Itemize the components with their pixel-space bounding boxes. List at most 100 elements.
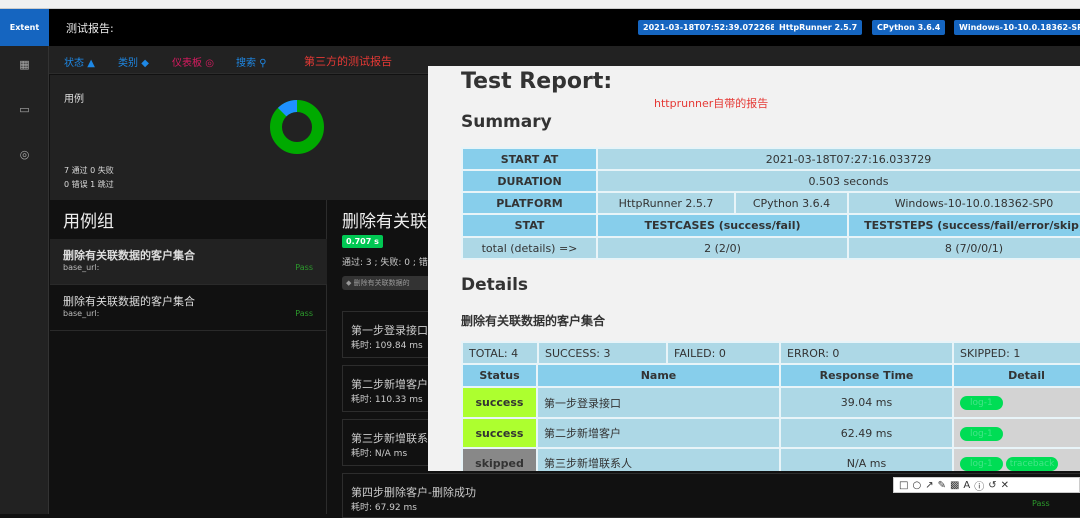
name-cell: 第一步登录接口 <box>536 386 781 419</box>
nav-dashboard[interactable]: 仪表板 ◎ <box>172 54 214 69</box>
testgroup-url: base_url: <box>63 309 100 318</box>
browser-address-bar[interactable] <box>0 0 1080 9</box>
mosaic-icon[interactable]: ▩ <box>949 479 960 491</box>
log-button[interactable]: log-1 <box>960 426 1003 441</box>
warning-icon: ▲ <box>87 58 95 69</box>
platform-httprunner: HttpRunner 2.5.7 <box>596 191 736 215</box>
card-title: 用例 <box>64 94 84 105</box>
platform-python: CPython 3.6.4 <box>734 191 849 215</box>
total-count: TOTAL: 4 <box>461 341 539 365</box>
gauge-icon: ◎ <box>205 58 214 69</box>
testgroup-title: 用例组 <box>63 212 114 232</box>
case-heading: 删除有关联数据的客户集合 <box>461 314 606 328</box>
testgroup-item[interactable]: 删除有关联数据的客户集合 base_url: Pass <box>50 285 327 331</box>
close-icon[interactable]: ✕ <box>1000 479 1010 491</box>
text-icon[interactable]: A <box>963 479 971 491</box>
testgroup-name: 删除有关联数据的客户集合 <box>63 295 195 308</box>
table-row: skipped 第三步新增联系人 N/A ms log-1 traceback <box>461 447 1080 471</box>
nav-category-label: 类别 <box>118 58 138 69</box>
timestamp-badge: 2021-03-18T07:52:39.072268 <box>638 20 781 35</box>
testgroup-name: 删除有关联数据的客户集合 <box>63 249 195 262</box>
name-cell: 第三步新增联系人 <box>536 447 781 471</box>
step-name: 第一步登录接口 <box>351 324 428 337</box>
number-icon[interactable]: ⓘ <box>974 481 985 493</box>
failed-count: FAILED: 0 <box>666 341 781 365</box>
step-item[interactable]: 第二步新增客户 耗时: 110.33 ms <box>342 365 442 412</box>
nav-status[interactable]: 状态 ▲ <box>64 54 95 69</box>
nav-search[interactable]: 搜索 ⚲ <box>236 54 267 69</box>
steps-table: Status Name Response Time Detail success 第一步… <box>461 363 1080 471</box>
error-count: ERROR: 0 <box>779 341 954 365</box>
python-badge: CPython 3.6.4 <box>872 20 946 35</box>
arrow-icon[interactable]: ↗ <box>925 479 934 491</box>
details-heading: Details <box>461 275 529 295</box>
tag-label: 删除有关联数据的 <box>353 279 410 287</box>
col-response-time: Response Time <box>779 363 954 388</box>
step-time: 耗时: 110.33 ms <box>351 395 423 405</box>
summary-table: START AT 2021-03-18T07:27:16.033729 DURAT… <box>461 147 1080 260</box>
step-name: 第二步新增客户 <box>351 378 428 391</box>
time-cell: 39.04 ms <box>779 386 954 419</box>
case-summary-card <box>50 75 440 200</box>
success-count: SUCCESS: 3 <box>537 341 668 365</box>
tag-chip[interactable]: ◆ 删除有关联数据的 <box>342 276 432 290</box>
step-name: 第四步删除客户-删除成功 <box>351 486 476 499</box>
annotation-third-party: 第三方的测试报告 <box>304 55 392 68</box>
name-cell: 第二步新增客户 <box>536 417 781 449</box>
dashboard-grid-icon[interactable]: ▦ <box>19 58 30 71</box>
duration-badge: 0.707 s <box>342 235 383 248</box>
stat-label: STAT <box>461 213 598 238</box>
undo-icon[interactable]: ↺ <box>988 479 997 491</box>
nav-dashboard-label: 仪表板 <box>172 58 202 69</box>
circle-icon[interactable]: ○ <box>912 479 922 491</box>
sidebar <box>0 9 49 514</box>
httprunner-report-overlay: Test Report: httprunner自带的报告 Summary STA… <box>428 66 1080 471</box>
nav-status-label: 状态 <box>64 58 84 69</box>
step-status-pass: Pass <box>1032 499 1050 508</box>
dashboard-gauge-icon[interactable]: ◎ <box>19 148 30 161</box>
start-value: 2021-03-18T07:27:16.033729 <box>596 147 1080 171</box>
httprunner-badge: HttpRunner 2.5.7 <box>774 20 863 35</box>
teststeps-value: 8 (7/0/0/1) <box>847 236 1080 260</box>
card-error-skip: 0 错误 1 跳过 <box>64 180 114 189</box>
skipped-count: SKIPPED: 1 <box>952 341 1080 365</box>
testgroup-item[interactable]: 删除有关联数据的客户集合 base_url: Pass <box>50 239 327 285</box>
donut-pass-slice <box>270 100 324 154</box>
step-item[interactable]: 第三步新增联系人 耗时: N/A ms <box>342 419 442 466</box>
rectangle-icon[interactable]: □ <box>899 479 909 491</box>
card-pass-fail: 7 通过 0 失败 <box>64 166 114 175</box>
pencil-icon[interactable]: ✎ <box>937 479 946 491</box>
testcases-label: TESTCASES (success/fail) <box>596 213 849 238</box>
table-row: success 第二步新增客户 62.49 ms log-1 <box>461 417 1080 449</box>
step-time: 耗时: 67.92 ms <box>351 503 417 513</box>
tag-icon: ◆ <box>346 279 354 287</box>
start-label: START AT <box>461 147 598 171</box>
log-button[interactable]: log-1 <box>960 396 1003 410</box>
report-heading: Test Report: <box>461 69 613 94</box>
table-row: success 第一步登录接口 39.04 ms log-1 <box>461 386 1080 419</box>
log-button[interactable]: log-1 <box>960 456 1003 471</box>
platform-os: Windows-10-10.0.18362-SP0 <box>847 191 1080 215</box>
total-label[interactable]: total (details) => <box>461 236 598 260</box>
summary-heading: Summary <box>461 112 552 132</box>
report-title: 测试报告: <box>66 22 114 35</box>
teststeps-label: TESTSTEPS (success/fail/error/skip) <box>847 213 1080 238</box>
step-time: 耗时: N/A ms <box>351 449 408 459</box>
nav-search-label: 搜索 <box>236 58 256 69</box>
nav-category[interactable]: 类别 ◆ <box>118 54 149 69</box>
status-cell: skipped <box>461 447 538 471</box>
testgroup-url: base_url: <box>63 263 100 272</box>
col-status: Status <box>461 363 538 388</box>
status-pass: Pass <box>295 263 313 272</box>
traceback-button[interactable]: traceback <box>1005 456 1059 471</box>
status-cell: success <box>461 417 538 449</box>
tag-icon: ◆ <box>141 58 149 69</box>
tag-icon[interactable]: ▭ <box>19 103 30 116</box>
step-item[interactable]: 第一步登录接口 耗时: 109.84 ms <box>342 311 442 358</box>
os-badge: Windows-10-10.0.18362-SP0 <box>954 20 1080 35</box>
detail-summary: 通过: 3 ; 失败: 0 ; 错误 <box>342 258 437 268</box>
status-cell: success <box>461 386 538 419</box>
testcases-value: 2 (2/0) <box>596 236 849 260</box>
annotation-httprunner: httprunner自带的报告 <box>654 97 769 110</box>
